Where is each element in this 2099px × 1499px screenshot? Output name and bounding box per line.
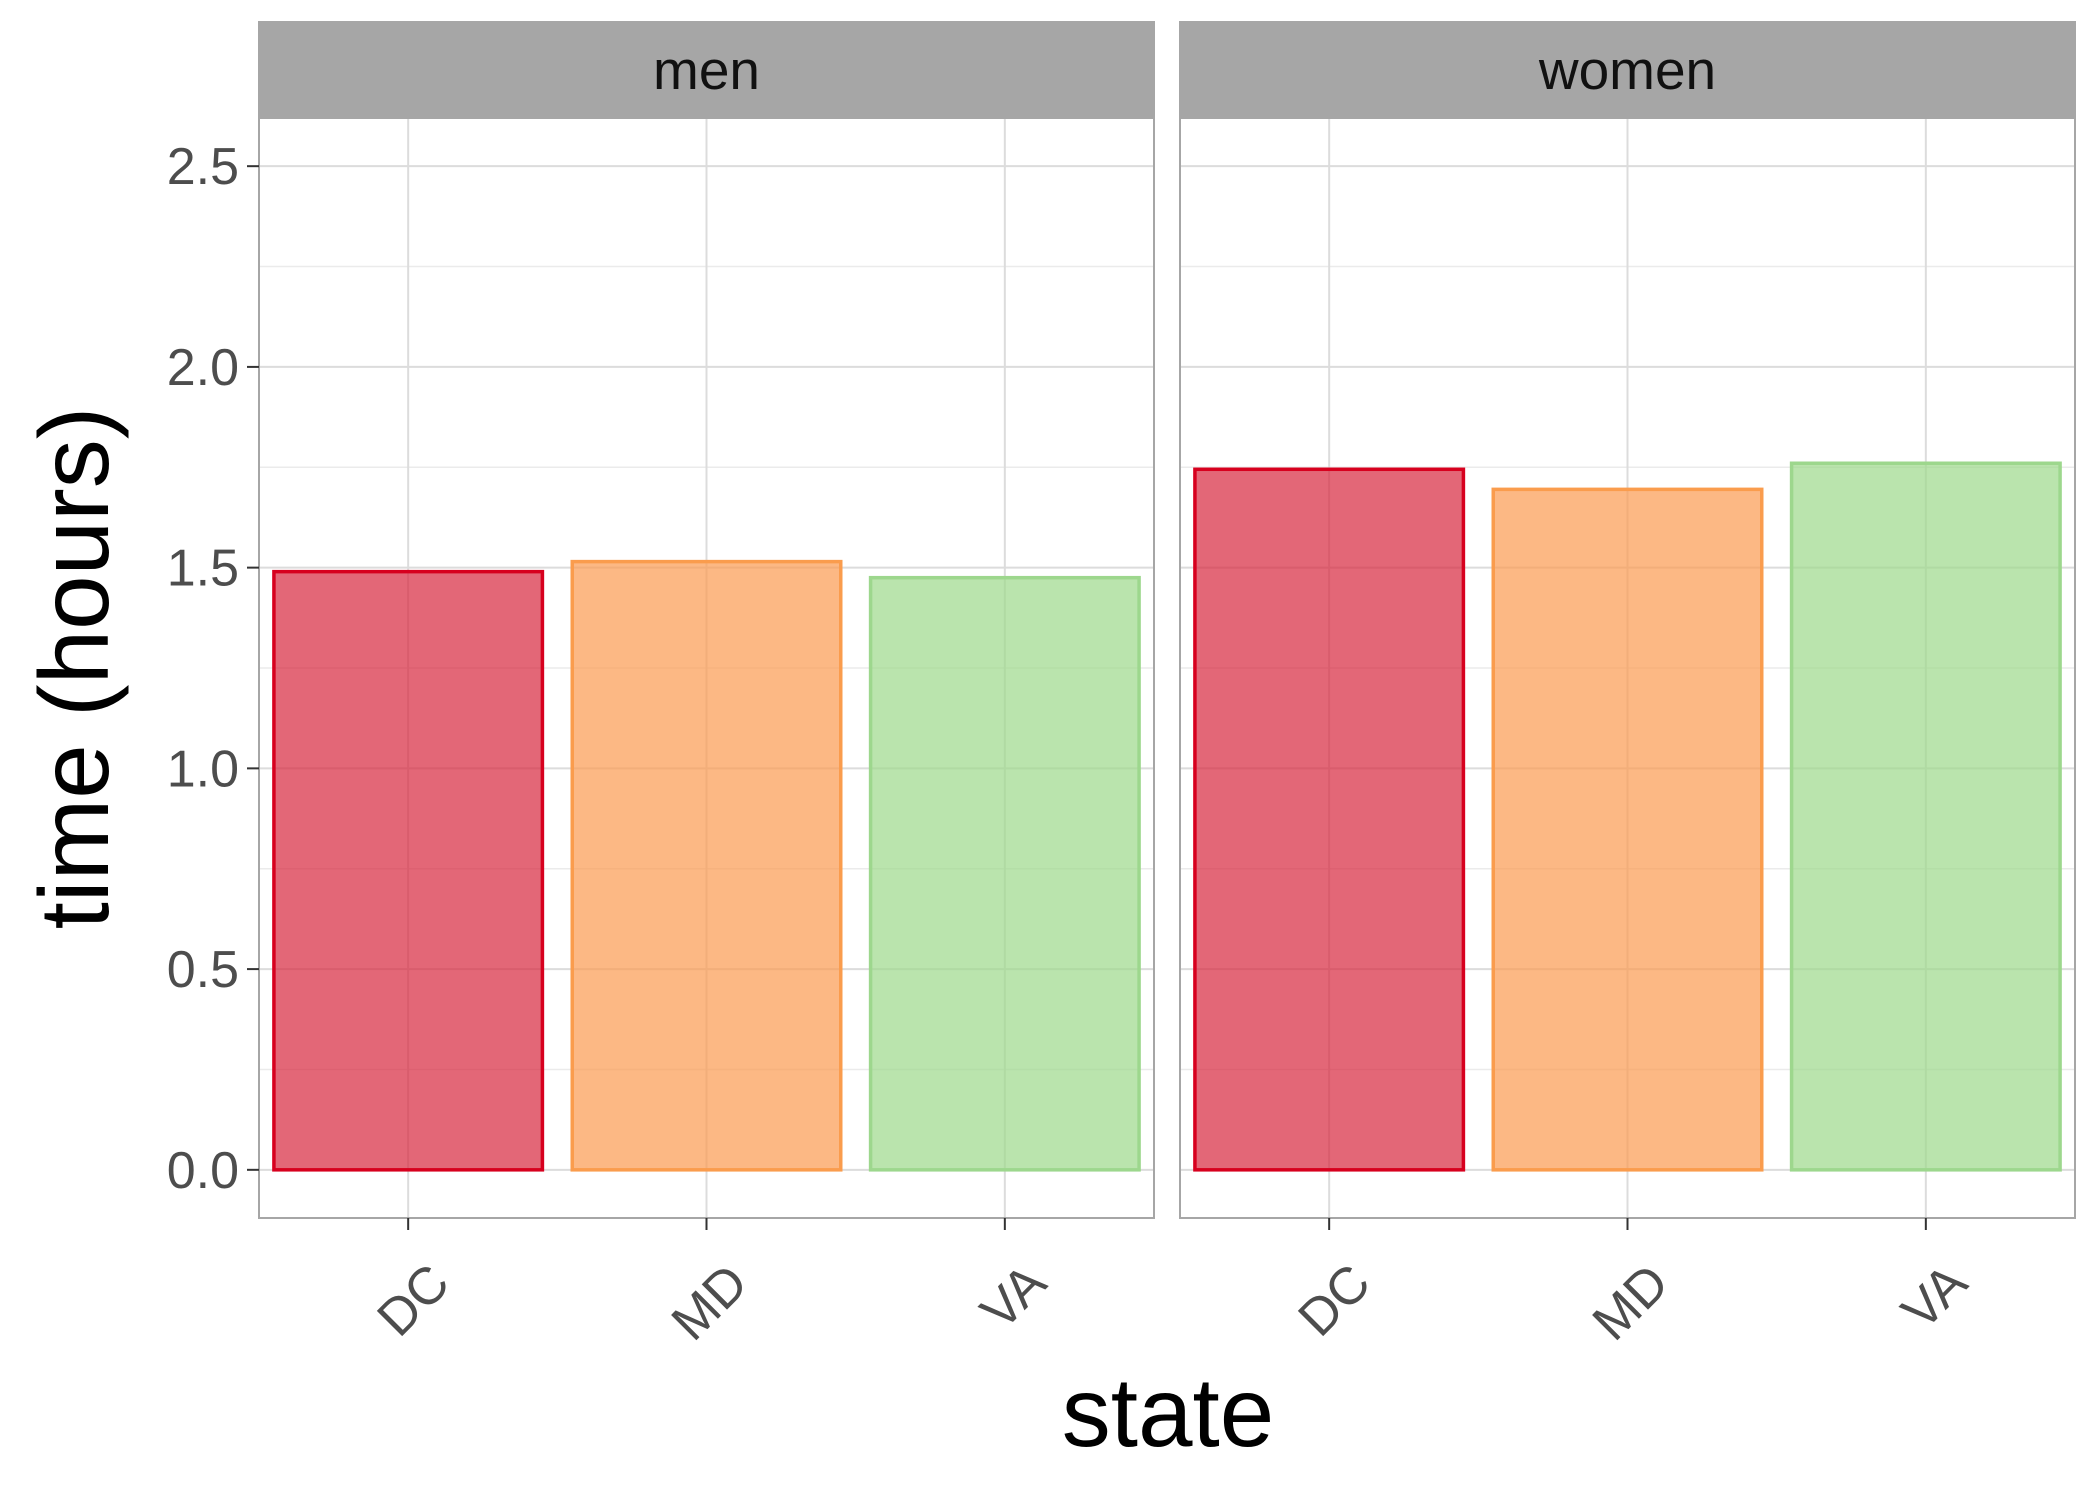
bar-women-VA [1789, 461, 2062, 1172]
bar-men-MD [570, 559, 843, 1172]
x-tick-label: DC [367, 1253, 461, 1347]
x-tick-label: VA [970, 1253, 1058, 1341]
y-axis-title: time (hours) [19, 407, 129, 930]
facet-panel-men: men DC MD VA [258, 21, 1155, 1352]
facet-panels: men DC MD VA women DC MD VA [258, 21, 2076, 1352]
y-tick-label: 0.5 [167, 941, 239, 999]
y-tick-label: 2.0 [167, 339, 239, 397]
x-tick-label: DC [1288, 1253, 1382, 1347]
facet-panel-women: women DC MD VA [1179, 21, 2076, 1352]
facet-strip-women [1179, 21, 2076, 119]
x-axis-title: state [1062, 1357, 1274, 1467]
x-tick-label: MD [1582, 1253, 1680, 1351]
y-tick-label: 1.0 [167, 740, 239, 798]
x-tick-label: VA [1891, 1253, 1979, 1341]
bar-women-DC [1193, 467, 1466, 1172]
x-tick-label: MD [661, 1253, 759, 1351]
facet-strip-label: women [1538, 39, 1716, 101]
bar-men-VA [868, 575, 1141, 1172]
y-tick-label: 2.5 [167, 138, 239, 196]
facet-strip-men [258, 21, 1155, 119]
y-tick-label: 1.5 [167, 540, 239, 598]
y-tick-label: 0.0 [167, 1142, 239, 1200]
bar-women-MD [1491, 487, 1764, 1172]
facet-strip-label: men [653, 39, 760, 101]
y-axis: 0.0 0.5 1.0 1.5 2.0 2.5 [167, 138, 259, 1200]
bar-men-DC [272, 569, 545, 1172]
